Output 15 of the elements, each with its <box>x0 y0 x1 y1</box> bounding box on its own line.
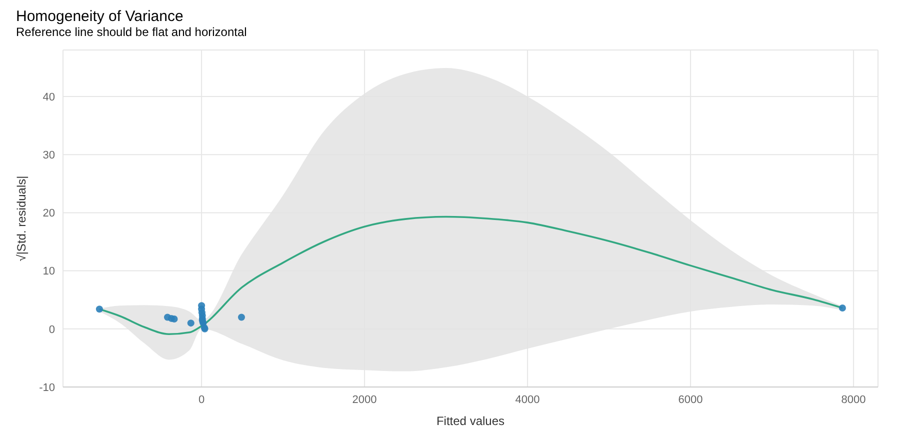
chart-title: Homogeneity of Variance <box>16 8 184 25</box>
y-tick-label: 10 <box>42 266 55 278</box>
x-axis-title: Fitted values <box>436 414 505 428</box>
y-tick-label: -10 <box>39 382 55 394</box>
y-axis-title: √|Std. residuals| <box>14 176 28 262</box>
y-tick-label: 40 <box>42 91 55 104</box>
y-tick-label: 30 <box>42 149 55 162</box>
x-tick-label: 4000 <box>515 394 540 406</box>
y-tick-label: 20 <box>42 208 55 220</box>
chart-subtitle: Reference line should be flat and horizontal <box>16 25 248 39</box>
x-tick-label: 8000 <box>841 394 866 406</box>
x-tick-label: 2000 <box>352 394 377 406</box>
x-tick-label: 0 <box>198 394 205 406</box>
y-tick-label: 0 <box>48 324 55 336</box>
x-tick-label: 6000 <box>678 394 703 406</box>
